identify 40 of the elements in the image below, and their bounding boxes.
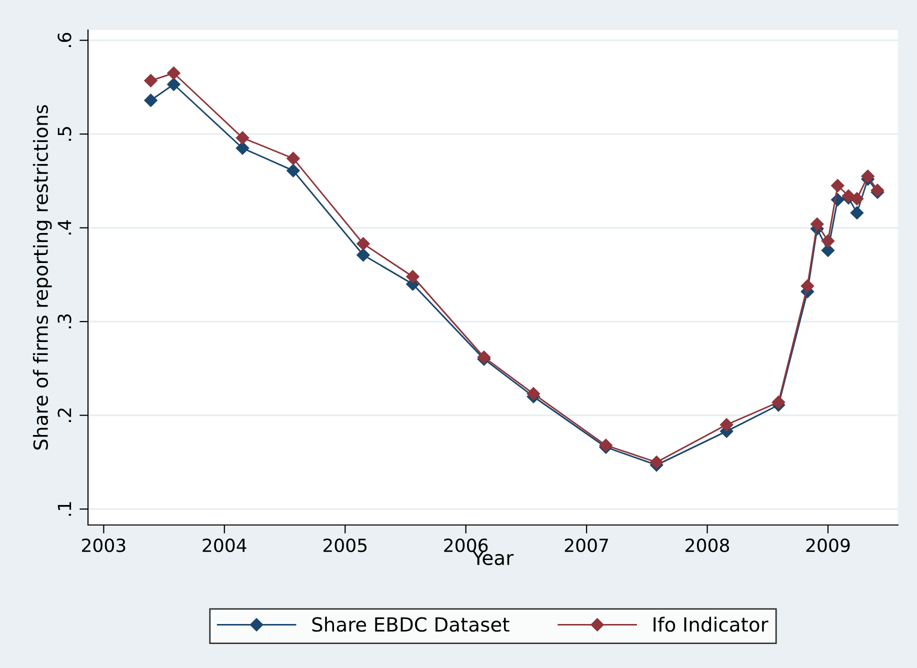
point	[650, 456, 664, 469]
x-axis-title: Year	[472, 550, 514, 566]
x-tick-label: 2007	[564, 538, 608, 552]
point	[821, 234, 835, 248]
point	[821, 244, 835, 257]
point	[720, 418, 734, 432]
point	[406, 270, 420, 284]
point	[356, 248, 370, 262]
y-axis-title: Share of firms reporting restrictions	[32, 105, 52, 450]
point	[144, 94, 158, 107]
legend-label: Ifo Indicator	[654, 616, 768, 632]
point	[236, 142, 250, 155]
point	[800, 279, 814, 293]
y-tick-label: .2	[58, 408, 72, 422]
point	[810, 217, 824, 231]
point	[167, 66, 180, 80]
point	[861, 170, 874, 183]
point	[850, 206, 864, 220]
point	[286, 164, 300, 178]
point	[526, 387, 540, 400]
x-tick-label: 2008	[686, 538, 730, 552]
y-tick-label: .6	[58, 32, 72, 47]
y-tick-label: .1	[58, 502, 72, 516]
point	[850, 192, 864, 206]
x-tick-label: 2006	[444, 538, 488, 552]
y-tick-label: .5	[58, 127, 72, 141]
point	[831, 179, 844, 192]
point	[144, 74, 158, 88]
point	[356, 237, 370, 250]
y-tick-label: .4	[58, 220, 72, 234]
legend-label: Share EBDC Dataset	[312, 616, 510, 632]
point	[772, 396, 786, 409]
x-tick-label: 2004	[202, 538, 246, 552]
x-tick-label: 2003	[82, 538, 126, 552]
x-tick-label: 2009	[806, 538, 850, 552]
point	[236, 131, 250, 144]
y-tick-label: .3	[58, 314, 72, 328]
point	[286, 152, 300, 166]
x-tick-label: 2005	[323, 538, 367, 552]
point	[167, 78, 180, 91]
